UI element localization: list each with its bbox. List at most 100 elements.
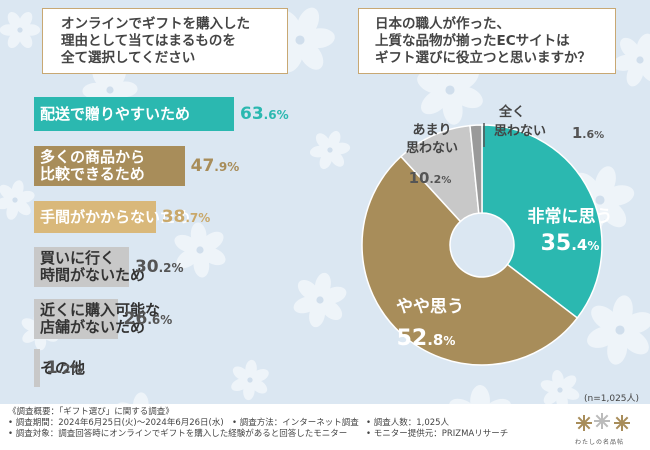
logo-flower [576, 415, 592, 431]
brand-logo-text: わたしの名品帖 [575, 439, 625, 446]
footer-target: • 調査対象：調査回答時にオンラインでギフトを購入した経験があると回答したモニタ… [8, 429, 348, 439]
footer-count: • 調査人数：1,025人 [366, 418, 450, 428]
slice-value-unit: % [441, 175, 451, 186]
bar-label-line: 多くの商品から [40, 148, 146, 166]
bar-row: 配送で贈りやすいため 63.6% [34, 97, 289, 131]
bar-row: その他 1.2% [34, 349, 85, 387]
bar-value-label: 1.2% [46, 358, 83, 378]
bar-value-dec: .7 [185, 211, 199, 225]
bar-value-label: 47.9% [191, 156, 240, 176]
slice-value-label: 10.2% [409, 169, 452, 187]
left-question-box: オンラインでギフトを購入した 理由として当てはまるものを 全て選択してください [42, 8, 288, 74]
donut-slice [481, 124, 603, 320]
bar-label: 近くに購入可能な 店舗がないため [40, 302, 160, 336]
bar-label-line: 近くに購入可能な [40, 301, 161, 319]
logo-flower [614, 415, 630, 431]
bar: 買いに行く 時間がないため [34, 247, 145, 287]
slice-value-int: 52 [397, 326, 428, 351]
flower-decoration [0, 180, 35, 220]
bar-label-line: 比較できるため [40, 165, 145, 183]
bar-row: 買いに行く 時間がないため 30.2% [34, 247, 184, 287]
bar-value-dec: .9 [214, 160, 228, 174]
bar: その他 [34, 349, 85, 387]
slice-value-dec: .8 [427, 331, 443, 349]
slice-value-label: 35.4% [541, 231, 600, 256]
bar: 近くに購入可能な 店舗がないため [34, 299, 160, 339]
slice-value-dec: .2 [430, 173, 442, 186]
bar-value-unit: % [171, 261, 184, 275]
bar-value-int: 47 [190, 156, 215, 176]
bar-label-line: その他 [40, 358, 86, 377]
bar-label-line: 買いに行く [40, 249, 116, 267]
bar-value-int: 38 [161, 207, 186, 227]
slice-value-int: 10 [409, 169, 430, 187]
bar-value-int: 26 [123, 309, 148, 329]
bar-row: 多くの商品から 比較できるため 47.9% [34, 146, 239, 186]
bar-value-int: 63 [240, 104, 264, 124]
sample-size: (n=1,025人) [584, 394, 640, 404]
slice-value-int: 35 [541, 231, 572, 256]
bar-row: 近くに購入可能な 店舗がないため 26.6% [34, 299, 172, 339]
bar: 手間がかからないため [34, 201, 190, 233]
bar: 多くの商品から 比較できるため [34, 146, 185, 186]
right-question-line: ギフト選びに役立つと思いますか？ [375, 50, 591, 66]
slice-value-int: 1 [572, 124, 582, 142]
flower-decoration [293, 272, 347, 328]
survey-footer: 《調査概要：「ギフト選び」に関する調査》 • 調査期間：2024年6月25日(火… [0, 404, 650, 450]
logo-flower [594, 413, 610, 429]
bar-value-dec: .2 [158, 261, 172, 275]
flower-decoration [0, 11, 41, 49]
left-question-line: オンラインでギフトを購入した [61, 16, 250, 32]
slice-category-label: 思わない [494, 124, 546, 139]
bar-value-int: 1 [46, 358, 58, 378]
bar-label: 買いに行く 時間がないため [40, 250, 145, 284]
slice-value-dec: .4 [571, 236, 587, 254]
slice-category-label: あまり [412, 123, 451, 138]
brand-logo-icon [576, 413, 630, 431]
flower-decoration [309, 130, 351, 170]
bar-label-line: 店舗がないため [40, 318, 146, 336]
bar-value-unit: % [160, 313, 173, 327]
bar-label: 多くの商品から 比較できるため [40, 149, 145, 183]
bar-label-line: 手間がかからないため [40, 207, 191, 226]
bar-value-unit: % [70, 362, 83, 376]
bar-value-label: 30.2% [135, 257, 184, 277]
slice-value-unit: % [594, 130, 604, 141]
bar-value-int: 30 [134, 257, 159, 277]
slice-category-label: 思わない [406, 141, 458, 156]
bar: 配送で贈りやすいため [34, 97, 234, 131]
bar-value-dec: .2 [57, 362, 71, 376]
donut-slice [469, 124, 483, 214]
footer-overview: 《調査概要：「ギフト選び」に関する調査》 [8, 407, 174, 417]
right-question-box: 日本の職人が作った、 上質な品物が揃ったECサイトは ギフト選びに役立つと思いま… [358, 8, 616, 74]
flower-decoration [587, 295, 650, 365]
slice-category-label: やや思う [396, 297, 464, 317]
slice-category-label: 全く [498, 104, 525, 120]
flower-decoration [174, 222, 226, 278]
footer-method: • 調査方法：インターネット調査 [232, 418, 359, 428]
donut-slice [361, 155, 579, 366]
slice-value-unit: % [443, 334, 455, 348]
flower-decoration [231, 359, 269, 401]
bar-row: 手間がかからないため 38.7% [34, 201, 210, 233]
slice-value-label: 1.6% [572, 124, 604, 142]
slice-category-label: 非常に思う [528, 206, 613, 227]
bar-label: その他 [40, 358, 86, 377]
bar-label-line: 配送で贈りやすいため [40, 104, 191, 123]
bar-value-unit: % [198, 211, 211, 225]
bar-label: 配送で贈りやすいため [40, 104, 191, 123]
left-question-line: 理由として当てはまるものを [61, 33, 236, 49]
bar-value-label: 26.6% [124, 309, 173, 329]
footer-period: • 調査期間：2024年6月25日(火)〜2024年6月26日(水) [8, 418, 224, 428]
bar-label-line: 時間がないため [40, 266, 146, 284]
bar-value-unit: % [276, 108, 289, 122]
bar-value-label: 63.6% [240, 104, 289, 124]
slice-value-label: 52.8% [397, 326, 456, 351]
left-question-line: 全て選択してください [61, 50, 196, 66]
bar-value-unit: % [227, 160, 240, 174]
bar-value-dec: .6 [263, 108, 277, 122]
slice-value-unit: % [587, 239, 599, 253]
right-question-line: 日本の職人が作った、 [375, 16, 510, 32]
slice-value-dec: .6 [582, 128, 594, 141]
